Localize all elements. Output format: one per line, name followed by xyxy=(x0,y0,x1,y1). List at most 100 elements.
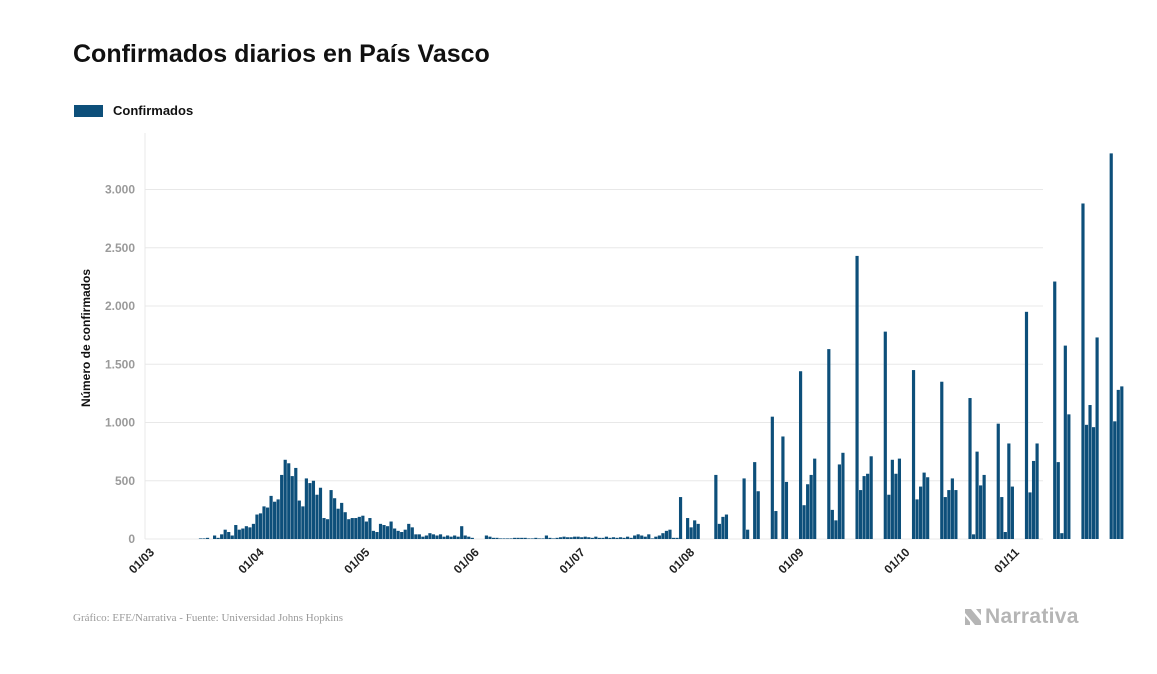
bar xyxy=(1056,462,1060,539)
bar xyxy=(541,538,545,539)
bar xyxy=(742,478,746,539)
bar xyxy=(442,536,446,539)
bar xyxy=(940,381,944,539)
bar xyxy=(1060,533,1064,539)
bar xyxy=(343,512,347,539)
bar xyxy=(569,537,573,539)
bar xyxy=(280,474,284,539)
bar xyxy=(290,476,294,539)
bar xyxy=(378,523,383,539)
bar xyxy=(350,518,354,539)
bar xyxy=(894,473,898,539)
bar xyxy=(237,529,241,539)
bar xyxy=(329,490,333,539)
bar xyxy=(273,501,277,539)
bar xyxy=(869,456,873,539)
bar xyxy=(954,490,958,539)
bar xyxy=(265,507,270,539)
bar xyxy=(919,486,923,539)
bar xyxy=(530,538,534,539)
bar xyxy=(597,537,601,539)
bar xyxy=(968,398,972,539)
bar xyxy=(943,497,947,539)
bar xyxy=(241,528,245,539)
bar xyxy=(255,514,259,539)
bar xyxy=(311,480,316,539)
bar xyxy=(650,538,654,539)
bar xyxy=(403,529,407,539)
bar xyxy=(1095,337,1099,539)
bar xyxy=(1116,389,1120,539)
bar xyxy=(887,494,891,539)
bar xyxy=(678,497,683,539)
bar xyxy=(1003,532,1007,539)
bar xyxy=(654,536,658,539)
bar xyxy=(689,527,693,539)
bar xyxy=(615,537,619,539)
x-tick-label: 01/04 xyxy=(235,545,266,576)
bar xyxy=(389,521,393,539)
bar xyxy=(636,534,640,539)
bar xyxy=(573,536,577,539)
bar xyxy=(996,423,1000,539)
bar xyxy=(357,516,361,539)
x-tick-label: 01/07 xyxy=(557,545,588,576)
bar xyxy=(753,462,757,539)
bar xyxy=(675,537,679,539)
bar xyxy=(308,483,312,539)
bar xyxy=(396,530,400,539)
bar xyxy=(890,459,894,539)
bar xyxy=(325,519,330,539)
bar xyxy=(467,536,471,539)
x-tick-label: 01/10 xyxy=(881,545,912,576)
bar xyxy=(1109,153,1113,539)
bar xyxy=(640,535,644,539)
bar xyxy=(668,529,672,539)
x-tick-label: 01/09 xyxy=(776,545,807,576)
bar xyxy=(657,535,661,539)
bar xyxy=(534,537,538,539)
bar xyxy=(813,458,817,539)
bar xyxy=(975,451,979,539)
bar xyxy=(756,491,760,539)
bar xyxy=(205,537,210,539)
bar xyxy=(1081,203,1085,540)
bar xyxy=(576,536,580,539)
bar xyxy=(911,370,916,539)
bar xyxy=(837,464,841,539)
bar xyxy=(216,537,220,539)
bar xyxy=(686,518,690,539)
bar xyxy=(566,537,570,539)
bar xyxy=(283,459,287,539)
bar xyxy=(809,474,813,539)
bar xyxy=(583,536,587,539)
bar xyxy=(513,537,517,539)
bar xyxy=(1024,311,1029,539)
bar xyxy=(294,467,298,539)
bar xyxy=(883,331,887,539)
y-tick-label: 1.000 xyxy=(105,416,135,430)
legend-label: Confirmados xyxy=(113,103,194,118)
bar xyxy=(587,537,591,539)
bar xyxy=(414,534,418,539)
bar xyxy=(1000,497,1004,539)
bar xyxy=(859,490,863,539)
bar xyxy=(523,537,527,539)
bar xyxy=(248,527,252,539)
bar xyxy=(354,518,358,539)
bar xyxy=(347,519,351,539)
bar xyxy=(244,526,248,539)
bar xyxy=(410,527,414,539)
bar xyxy=(364,521,368,539)
bar xyxy=(315,494,319,539)
bar xyxy=(537,538,541,539)
bar xyxy=(947,490,951,539)
bar xyxy=(618,537,623,539)
bar xyxy=(234,525,238,539)
y-tick-label: 2.500 xyxy=(105,241,135,255)
y-axis-title: Número de confirmados xyxy=(79,269,93,407)
bar xyxy=(558,537,563,539)
bar xyxy=(548,537,552,539)
bar xyxy=(971,534,976,539)
x-tick-label: 01/03 xyxy=(126,545,157,576)
